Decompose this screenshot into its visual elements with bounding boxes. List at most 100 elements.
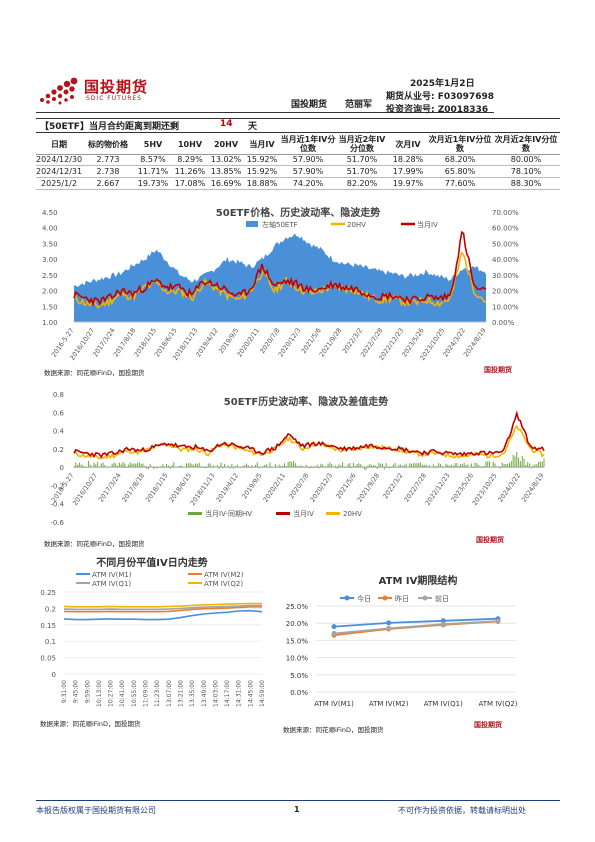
chart1-y-left-tick: 2.50 [42, 272, 58, 280]
table-cell: 2025/1/2 [41, 179, 77, 188]
chart1-y-left-tick: 3.50 [42, 240, 58, 248]
chart4-legend-marker [422, 595, 428, 601]
chart3-legend-label: ATM IV(M2) [204, 571, 244, 579]
chart1-etf-area [74, 233, 486, 322]
chart2-y-tick: 0 [60, 464, 64, 472]
chart2-legend-swatch [276, 512, 290, 515]
table-cell: 8.57% [140, 155, 166, 164]
chart2-x-tick: 2023/10/25 [471, 472, 499, 507]
chart3-x-tick: 14:17:00 [224, 680, 231, 707]
chart3-series-line [63, 606, 262, 613]
chart2-x-tick: 2022/3/2 [381, 472, 404, 501]
chart4-series-line [333, 620, 499, 635]
chart4-point [495, 618, 501, 624]
chart1-legend-swatch [246, 221, 258, 227]
expiry-days: 14 [220, 119, 233, 129]
chart1-y-left-tick: 3.00 [42, 256, 58, 264]
table-header: 日期 标的物价格 5HV 10HV 20HV 当月IV 当月近1年IV分位数 当月近2年IV分… [36, 132, 560, 155]
chart3-x-tick: 10:27:00 [108, 680, 115, 707]
table-header-cell: 次月IV [395, 139, 421, 149]
chart2-x-tick: 2018/1/15 [144, 472, 170, 504]
chart1-y-left-tick: 1.50 [42, 303, 58, 311]
chart2-source: 数据来源：同花顺iFinD，国投期货 [44, 540, 145, 548]
header-divider [36, 112, 494, 113]
page-number: 1 [294, 805, 300, 814]
table-cell: 18.88% [246, 179, 278, 188]
chart3-source: 数据来源：同花顺iFinD，国投期货 [40, 720, 141, 728]
chart4-x-tick: ATM IV(M2) [369, 700, 409, 708]
chart2-y-tick: 0.8 [53, 391, 64, 399]
footer-divider [36, 800, 560, 801]
table-cell: 2.738 [96, 167, 120, 176]
company-logo: 国投期货 SDIC FUTURES [36, 74, 186, 110]
chart1-legend-label: 20HV [347, 221, 366, 229]
analyst-name: 范丽军 [345, 100, 373, 110]
chart4-y-tick: 15.0% [286, 637, 309, 645]
chart3-y-tick: 0.05 [40, 655, 56, 663]
chart3-x-tick: 14:03:00 [212, 680, 219, 707]
chart4-y-tick: 10.0% [286, 655, 309, 663]
table-cell: 11.71% [137, 167, 169, 176]
chart3-y-tick: 0.1 [45, 638, 56, 646]
chart1-y-left-tick: 4.50 [42, 209, 58, 217]
chart2-x-tick: 2016/10/27 [71, 472, 99, 507]
table-cell: 68.20% [444, 155, 476, 164]
chart2-x-tick: 2018/11/13 [189, 472, 217, 507]
table-header-cell: 当月近1年IV分位数 [280, 135, 336, 153]
chart2-legend-label: 当月IV-同期HV [205, 509, 252, 518]
chart2-x-tick: 2020/7/8 [287, 472, 310, 501]
chart1-logo-text: 国投期货 [484, 365, 512, 374]
table-cell: 2024/12/30 [36, 155, 83, 164]
footer-copyright: 本报告版权属于国投期货有限公司 [36, 806, 156, 815]
chart4-y-tick: 25.0% [286, 603, 309, 611]
chart2-y-tick: -0.2 [50, 482, 64, 490]
chart2-title: 50ETF历史波动率、隐波及差值走势 [224, 395, 388, 408]
table-header-line [36, 154, 560, 155]
table-header-cell: 当月近2年IV分位数 [338, 135, 386, 153]
chart3-y-tick: 0 [52, 671, 56, 679]
chart3-legend-label: ATM IV(Q2) [204, 580, 243, 588]
table-cell: 77.60% [444, 179, 476, 188]
chart4-legend-marker [382, 595, 388, 601]
table-cell: 51.70% [346, 167, 378, 176]
chart2-y-tick: -0.4 [50, 501, 64, 509]
chart3-x-tick: 9:45:00 [73, 680, 80, 703]
chart1-y-left-tick: 1.00 [42, 319, 58, 327]
logo-text-en: SDIC FUTURES [86, 95, 142, 102]
chart-hv-iv-diff-svg: 50ETF历史波动率、隐波及差值走势 0.8 0.6 0.4 0.2 0 -0.2 -0.4 -… [50, 391, 546, 544]
table-header-cell: 10HV [177, 139, 203, 149]
chart3-x-tick: 9:31:00 [61, 680, 68, 703]
table-cell: 2.667 [96, 179, 120, 188]
chart1-y-right-tick: 20.00% [492, 288, 519, 296]
chart4-point [386, 625, 392, 631]
chart2-legend-swatch [188, 512, 202, 515]
chart2-x-tick: 2022/12/23 [424, 472, 452, 507]
chart2-x-tick: 2024/8/19 [520, 472, 546, 504]
table-cell: 2024/12/31 [36, 167, 83, 176]
table-header-cell: 当月IV [249, 139, 275, 149]
chart3-series-line [63, 604, 262, 611]
chart1-y-right-tick: 0.00% [492, 319, 515, 327]
chart2-x-tick: 2019/9/5 [240, 472, 263, 501]
chart2-x-tick: 2021/5/6 [334, 472, 357, 501]
chart3-x-tick: 14:31:00 [236, 680, 243, 707]
chart3-y-tick: 0.25 [40, 589, 56, 597]
table-row-line [36, 165, 560, 166]
chart2-x-tick: 2023/5/26 [449, 472, 475, 504]
table-cell: 13.85% [210, 167, 242, 176]
table-cell: 82.20% [346, 179, 378, 188]
chart3-legend-label: ATM IV(M1) [92, 571, 132, 579]
chart1-source: 数据来源：同花顺iFinD，国投期货 [44, 369, 145, 377]
chart1-iv-line [73, 230, 487, 307]
chart4-legend-label: 昨日 [395, 594, 409, 603]
footer-disclaimer: 不可作为投资依据，转载请标明出处 [398, 806, 526, 815]
table-cell: 17.08% [174, 179, 206, 188]
table-cell: 78.10% [510, 167, 542, 176]
chart2-legend-label: 20HV [343, 510, 362, 518]
chart4-y-tick: 5.0% [290, 672, 308, 680]
table-cell: 19.73% [137, 179, 169, 188]
expiry-unit: 天 [248, 122, 258, 132]
chart3-x-tick: 13:35:00 [189, 680, 196, 707]
chart4-legend-label: 前日 [435, 594, 449, 603]
